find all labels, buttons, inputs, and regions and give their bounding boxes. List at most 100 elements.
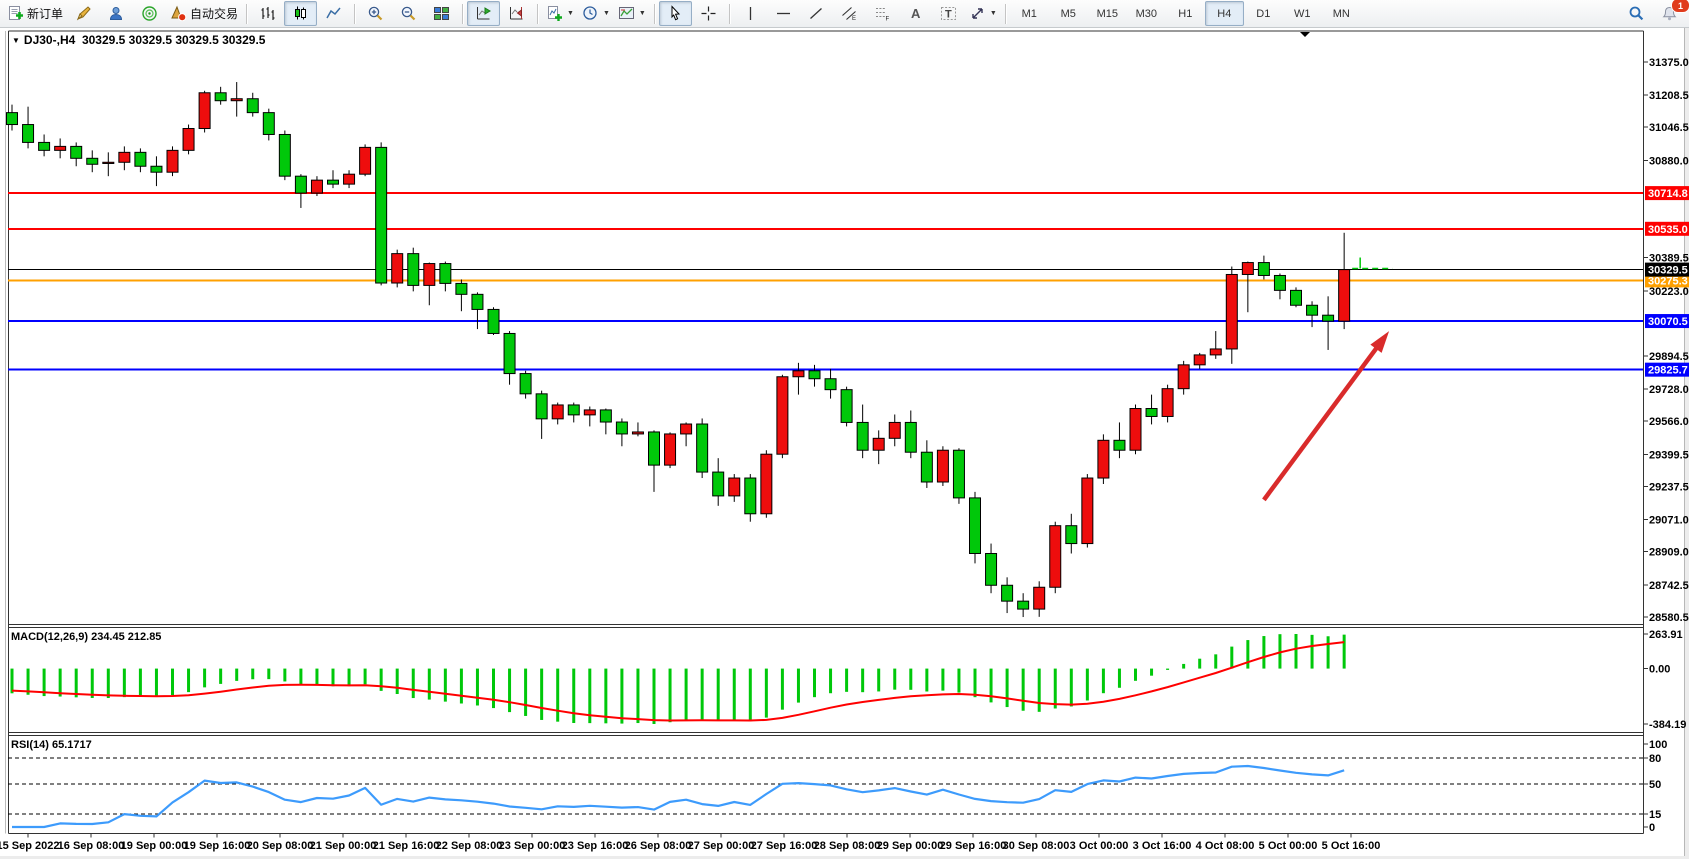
auto-trading-button[interactable]: 自动交易 xyxy=(166,1,242,26)
text-tool-button[interactable]: A xyxy=(899,1,932,26)
chart-window: 31375.0 31208.5 31046.5 30880.0 30389.5 30223… xyxy=(0,28,1689,856)
crosshair-tool-button[interactable] xyxy=(692,1,725,26)
trendline-icon xyxy=(809,8,822,19)
svg-text:21 Sep 00:00: 21 Sep 00:00 xyxy=(310,840,377,852)
candle xyxy=(792,370,805,378)
svg-text:28742.5: 28742.5 xyxy=(1649,580,1689,592)
candle xyxy=(1338,269,1351,322)
candle xyxy=(519,373,532,395)
candle xyxy=(535,393,548,420)
auto-scroll-button[interactable] xyxy=(467,1,501,26)
candle xyxy=(503,332,516,375)
svg-text:28580.5: 28580.5 xyxy=(1649,612,1689,624)
indicators-button[interactable]: ▼ xyxy=(542,1,578,26)
main-toolbar: 新订单 自动交易 xyxy=(0,0,1689,28)
horizontal-line-tool-button[interactable] xyxy=(767,1,800,26)
trendline-tool-button[interactable] xyxy=(800,1,833,26)
candle xyxy=(134,151,147,167)
svg-text:0: 0 xyxy=(1649,822,1655,834)
candle xyxy=(952,449,965,499)
svg-text:15 Sep 2022: 15 Sep 2022 xyxy=(0,840,60,852)
toolbar-separator xyxy=(653,3,655,24)
candle xyxy=(391,253,404,284)
templates-button[interactable]: ▼ xyxy=(614,1,650,26)
svg-text:23 Sep 16:00: 23 Sep 16:00 xyxy=(562,840,629,852)
text-tool-icon: A xyxy=(911,6,921,21)
cursor-tool-button[interactable] xyxy=(658,1,692,26)
candle xyxy=(455,282,468,295)
svg-text:E: E xyxy=(852,16,856,22)
bar-chart-mode-button[interactable] xyxy=(251,1,284,26)
candle xyxy=(1113,439,1126,451)
trader-profile-icon xyxy=(110,7,123,20)
channel-tool-button[interactable]: E xyxy=(833,1,866,26)
timeframe-button-w1[interactable]: W1 xyxy=(1294,7,1311,20)
svg-text:80: 80 xyxy=(1649,753,1661,765)
periods-button[interactable]: ▼ xyxy=(578,1,614,26)
candle xyxy=(86,157,99,165)
new-order-button[interactable]: 新订单 xyxy=(3,1,67,26)
notifications-button[interactable]: 1 xyxy=(1653,0,1689,26)
zoom-out-button[interactable] xyxy=(392,1,425,26)
svg-text:28909.0: 28909.0 xyxy=(1649,547,1689,559)
arrow-shapes-icon xyxy=(972,8,983,19)
candle xyxy=(840,389,853,423)
tile-windows-icon xyxy=(434,7,450,20)
news-button[interactable] xyxy=(133,1,166,26)
text-label-tool-button[interactable]: T xyxy=(932,1,965,26)
candle xyxy=(230,98,243,102)
candle xyxy=(567,404,580,416)
candle xyxy=(407,253,420,286)
line-chart-mode-button[interactable] xyxy=(317,1,350,26)
search-button[interactable] xyxy=(1620,1,1653,26)
timeframe-button-d1[interactable]: D1 xyxy=(1256,7,1271,20)
arrows-tool-button[interactable]: ▼ xyxy=(965,1,1001,26)
timeframe-button-m30[interactable]: M30 xyxy=(1135,7,1157,20)
trend-arrow-annotation[interactable] xyxy=(1262,342,1382,502)
svg-text:29237.5: 29237.5 xyxy=(1649,481,1689,493)
candle xyxy=(599,409,612,423)
candlestick-mode-button[interactable] xyxy=(284,1,318,26)
svg-text:3 Oct 00:00: 3 Oct 00:00 xyxy=(1070,840,1129,852)
chart-shift-button[interactable] xyxy=(500,1,533,26)
candle xyxy=(1081,477,1094,545)
candle xyxy=(118,151,131,163)
candle xyxy=(1306,304,1319,316)
line-chart-icon xyxy=(326,7,341,19)
candle xyxy=(985,552,998,586)
equidistant-channel-icon: E xyxy=(841,7,856,22)
timeframe-button-h1[interactable]: H1 xyxy=(1178,7,1193,20)
styler-button[interactable] xyxy=(67,1,100,26)
search-icon xyxy=(1629,6,1644,21)
candle xyxy=(327,179,339,185)
candle xyxy=(888,421,901,439)
candle xyxy=(1097,439,1110,479)
timeframe-button-m15[interactable]: M15 xyxy=(1096,7,1118,20)
zoom-in-button[interactable] xyxy=(359,1,392,26)
toolbar-separator xyxy=(246,3,248,24)
toolbar-separator xyxy=(537,3,539,24)
svg-text:30 Sep 08:00: 30 Sep 08:00 xyxy=(1003,840,1070,852)
chart-canvas[interactable]: 31375.0 31208.5 31046.5 30880.0 30389.5 30223… xyxy=(0,28,1689,856)
candle xyxy=(1177,364,1190,390)
svg-text:0.00: 0.00 xyxy=(1649,664,1670,676)
timeframe-button-mn[interactable]: MN xyxy=(1332,7,1350,20)
candle xyxy=(969,497,981,554)
profile-button[interactable] xyxy=(100,1,133,26)
candle xyxy=(583,409,596,416)
new-order-icon xyxy=(9,6,23,20)
rsi-panel xyxy=(8,757,1643,829)
candle xyxy=(1273,274,1286,291)
tile-windows-button[interactable] xyxy=(425,1,458,26)
candle xyxy=(1065,525,1078,545)
timeframe-button-h4[interactable]: H4 xyxy=(1204,1,1244,26)
candle xyxy=(182,128,195,151)
candle xyxy=(343,173,356,185)
timeframe-button-m5[interactable]: M5 xyxy=(1060,7,1076,20)
text-label-icon: T xyxy=(940,7,956,21)
fibonacci-tool-button[interactable]: F xyxy=(866,1,899,26)
svg-text:21 Sep 16:00: 21 Sep 16:00 xyxy=(373,840,440,852)
timeframe-button-m1[interactable]: M1 xyxy=(1021,7,1037,20)
rsi-axis: 100 80 50 150 xyxy=(1644,739,1667,834)
vertical-line-tool-button[interactable] xyxy=(734,1,767,26)
